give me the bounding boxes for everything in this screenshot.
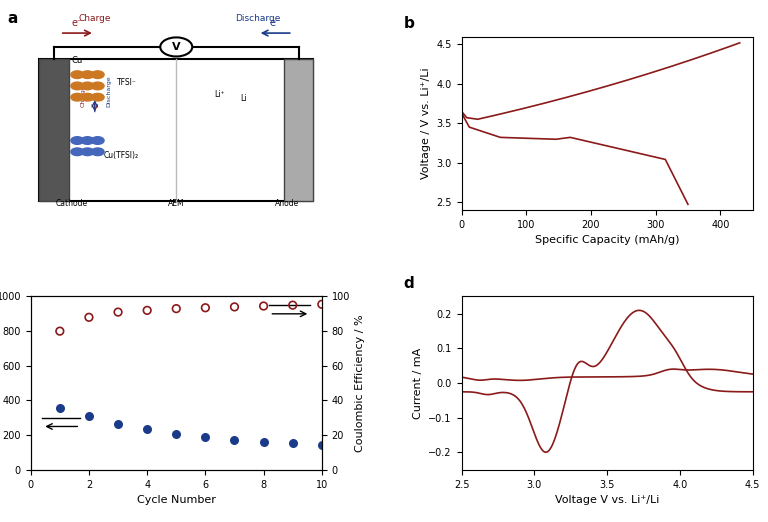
Text: e⁻: e⁻ — [71, 18, 83, 28]
Circle shape — [161, 38, 192, 56]
Text: a: a — [8, 10, 18, 26]
Text: Li: Li — [240, 93, 247, 103]
Circle shape — [91, 148, 104, 156]
FancyBboxPatch shape — [284, 59, 313, 201]
Point — [141, 425, 154, 433]
Point — [257, 302, 270, 310]
X-axis label: Cycle Number: Cycle Number — [137, 495, 216, 505]
Point — [257, 438, 270, 446]
Circle shape — [91, 93, 104, 101]
Point — [286, 439, 299, 447]
Point — [228, 303, 240, 311]
Text: AEM: AEM — [168, 199, 184, 208]
Circle shape — [81, 148, 94, 156]
Text: b: b — [403, 16, 414, 31]
X-axis label: Specific Capacity (mAh/g): Specific Capacity (mAh/g) — [535, 235, 680, 245]
Text: d: d — [403, 276, 414, 291]
Text: Discharge: Discharge — [107, 75, 111, 107]
Text: Li⁺: Li⁺ — [214, 90, 225, 99]
Circle shape — [71, 82, 84, 90]
Point — [83, 313, 95, 322]
Point — [170, 304, 183, 313]
Circle shape — [91, 71, 104, 78]
Point — [112, 308, 124, 316]
Point — [316, 441, 328, 449]
Text: TFSI⁻: TFSI⁻ — [117, 78, 137, 87]
Point — [316, 300, 328, 309]
Point — [83, 412, 95, 420]
FancyBboxPatch shape — [39, 59, 313, 201]
Point — [199, 304, 211, 312]
Text: Cu(TFSI)₂: Cu(TFSI)₂ — [104, 151, 138, 160]
Circle shape — [71, 93, 84, 101]
Point — [228, 436, 240, 445]
Circle shape — [91, 82, 104, 90]
Text: Charge: Charge — [78, 14, 111, 23]
Circle shape — [81, 82, 94, 90]
Point — [54, 327, 66, 335]
Text: Cathode: Cathode — [55, 199, 88, 208]
Circle shape — [91, 137, 104, 145]
Point — [112, 420, 124, 428]
Text: Charge: Charge — [81, 84, 86, 107]
X-axis label: Voltage V vs. Li⁺/Li: Voltage V vs. Li⁺/Li — [555, 495, 659, 505]
Y-axis label: Coulombic Efficiency / %: Coulombic Efficiency / % — [356, 314, 366, 452]
Point — [170, 430, 183, 438]
Text: Cu: Cu — [71, 55, 83, 65]
Circle shape — [71, 71, 84, 78]
Y-axis label: Voltage / V vs. Li⁺/Li: Voltage / V vs. Li⁺/Li — [421, 67, 431, 179]
Y-axis label: Current / mA: Current / mA — [412, 348, 422, 419]
Text: e⁻: e⁻ — [270, 18, 281, 28]
Circle shape — [81, 71, 94, 78]
Circle shape — [71, 148, 84, 156]
Text: Discharge: Discharge — [235, 14, 280, 23]
Circle shape — [81, 93, 94, 101]
Circle shape — [81, 137, 94, 145]
Point — [54, 404, 66, 412]
Text: V: V — [172, 42, 180, 52]
Point — [199, 433, 211, 441]
FancyBboxPatch shape — [39, 59, 68, 201]
Point — [141, 306, 154, 315]
Text: Anode: Anode — [275, 199, 299, 208]
Point — [286, 301, 299, 310]
Circle shape — [71, 137, 84, 145]
